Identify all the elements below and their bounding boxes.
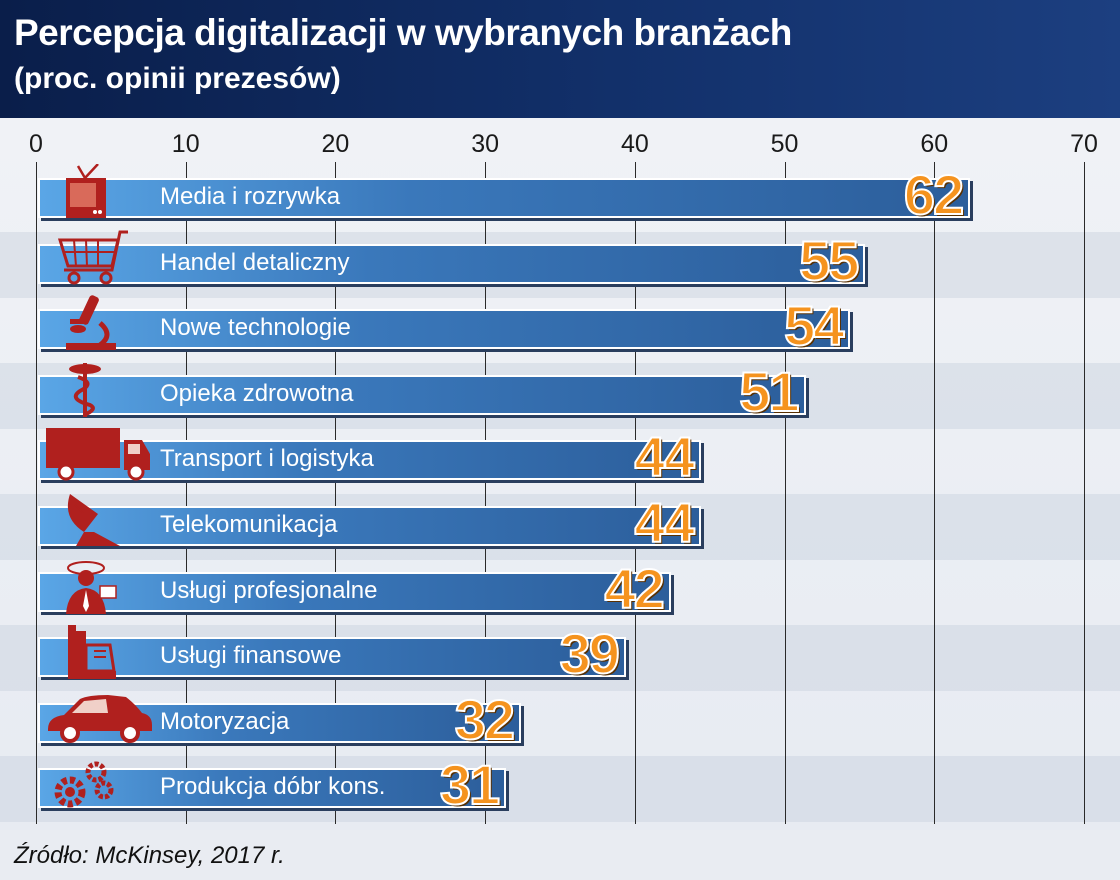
bar [38,309,851,350]
gridline [485,162,487,824]
x-tick-label: 0 [29,130,43,158]
source-note: Źródło: McKinsey, 2017 r. [14,842,285,869]
bar [38,637,626,678]
professional-icon [40,558,130,614]
data-label: 44 [633,424,695,489]
car-icon [44,689,154,745]
tv-icon [40,163,130,220]
data-label: 42 [603,556,665,621]
data-label: 51 [738,359,800,424]
gridline [934,162,936,824]
bar-label: Produkcja dóbr kons. [160,773,386,801]
bar-label: Usługi finansowe [160,642,342,670]
microscope-icon [40,295,130,351]
cash-register-icon [40,623,130,680]
gears-icon [40,754,130,810]
data-label: 44 [633,490,695,555]
data-label: 31 [439,752,501,817]
data-label: 55 [798,228,860,293]
x-tick-label: 20 [321,130,350,158]
gridline [634,162,636,824]
shopping-cart-icon [40,230,130,286]
bar-label: Nowe technologie [160,314,351,342]
x-tick-label: 40 [620,130,649,158]
truck-icon [44,426,154,482]
bar-label: Usługi profesjonalne [160,576,378,604]
gridline [1084,162,1085,824]
gridline [335,162,337,824]
x-tick-label: 10 [171,130,200,158]
bar-label: Motoryzacja [160,707,290,735]
bar-label: Handel detaliczny [160,248,350,276]
bar-label: Telekomunikacja [160,511,338,538]
x-tick-label: 50 [770,130,799,158]
bar [38,243,866,284]
chart-title: Percepcja digitalizacji w wybranych bran… [14,12,792,53]
gridline [784,162,786,824]
chart-subtitle: (proc. opinii prezesów) [14,62,341,95]
x-tick-label: 70 [1070,130,1098,158]
bar-label: Opieka zdrowotna [160,379,354,407]
x-tick-label: 60 [920,130,949,158]
bar-label: Media i rozrywka [160,183,341,210]
data-label: 39 [559,621,621,686]
header: Percepcja digitalizacji w wybranych bran… [0,0,1120,118]
bar [38,768,507,809]
caduceus-icon [40,361,130,417]
gridline [185,162,187,824]
x-tick-label: 30 [471,130,500,158]
satellite-dish-icon [40,492,130,548]
data-label: 54 [783,293,845,358]
bar [38,571,671,612]
data-label: 32 [454,687,516,752]
bar [38,178,971,218]
bar-label: Transport i logistyka [160,445,374,473]
gridline [36,162,37,824]
data-label: 62 [903,162,965,227]
bar [38,506,701,546]
bar [38,374,806,415]
